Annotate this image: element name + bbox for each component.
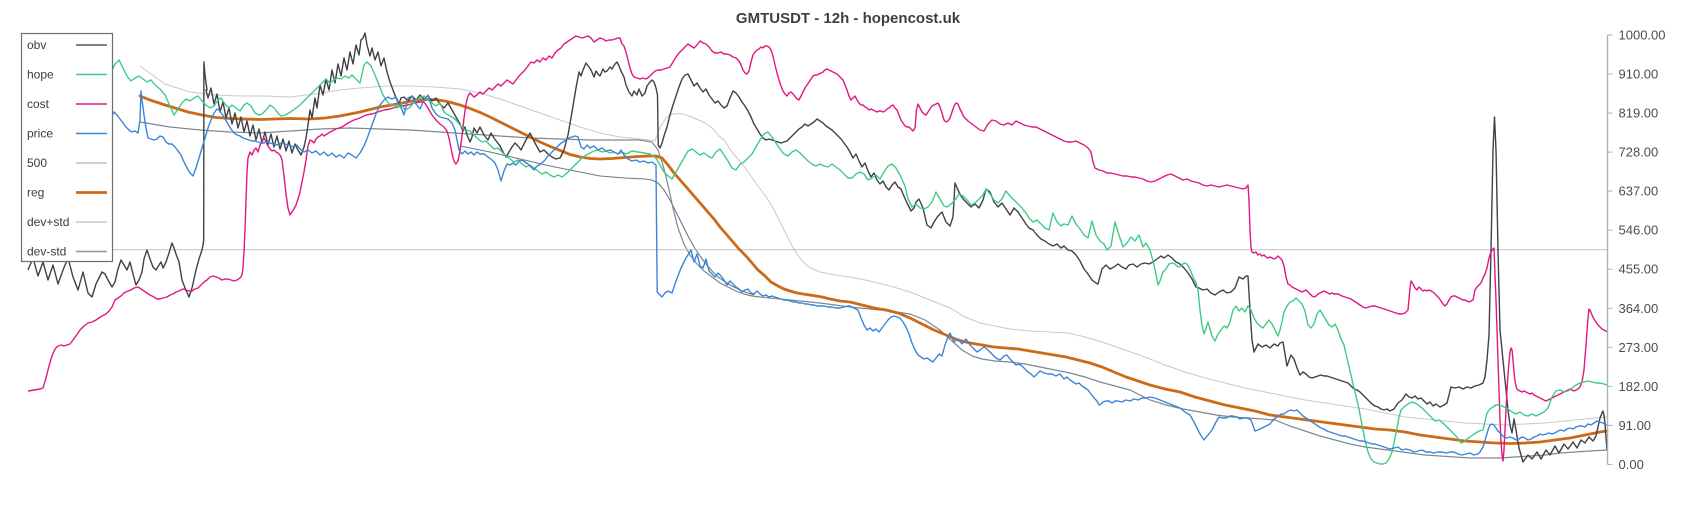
- svg-text:91.00: 91.00: [1619, 418, 1652, 433]
- svg-text:reg: reg: [27, 186, 44, 200]
- svg-text:0.00: 0.00: [1619, 457, 1644, 472]
- svg-text:1000.00: 1000.00: [1619, 28, 1666, 43]
- svg-text:hope: hope: [27, 68, 54, 82]
- svg-text:819.00: 819.00: [1619, 106, 1659, 121]
- svg-text:546.00: 546.00: [1619, 223, 1659, 238]
- svg-text:182.00: 182.00: [1619, 379, 1659, 394]
- svg-text:364.00: 364.00: [1619, 301, 1659, 316]
- svg-text:637.00: 637.00: [1619, 184, 1659, 199]
- svg-text:728.00: 728.00: [1619, 145, 1659, 160]
- svg-text:dev+std: dev+std: [27, 215, 69, 229]
- svg-text:cost: cost: [27, 97, 50, 111]
- svg-text:500: 500: [27, 156, 47, 170]
- svg-text:price: price: [27, 127, 53, 141]
- svg-text:455.00: 455.00: [1619, 262, 1659, 277]
- svg-text:273.00: 273.00: [1619, 340, 1659, 355]
- svg-text:910.00: 910.00: [1619, 67, 1659, 82]
- svg-text:dev-std: dev-std: [27, 245, 66, 259]
- svg-text:GMTUSDT - 12h - hopencost.uk: GMTUSDT - 12h - hopencost.uk: [736, 10, 961, 27]
- svg-text:obv: obv: [27, 38, 46, 52]
